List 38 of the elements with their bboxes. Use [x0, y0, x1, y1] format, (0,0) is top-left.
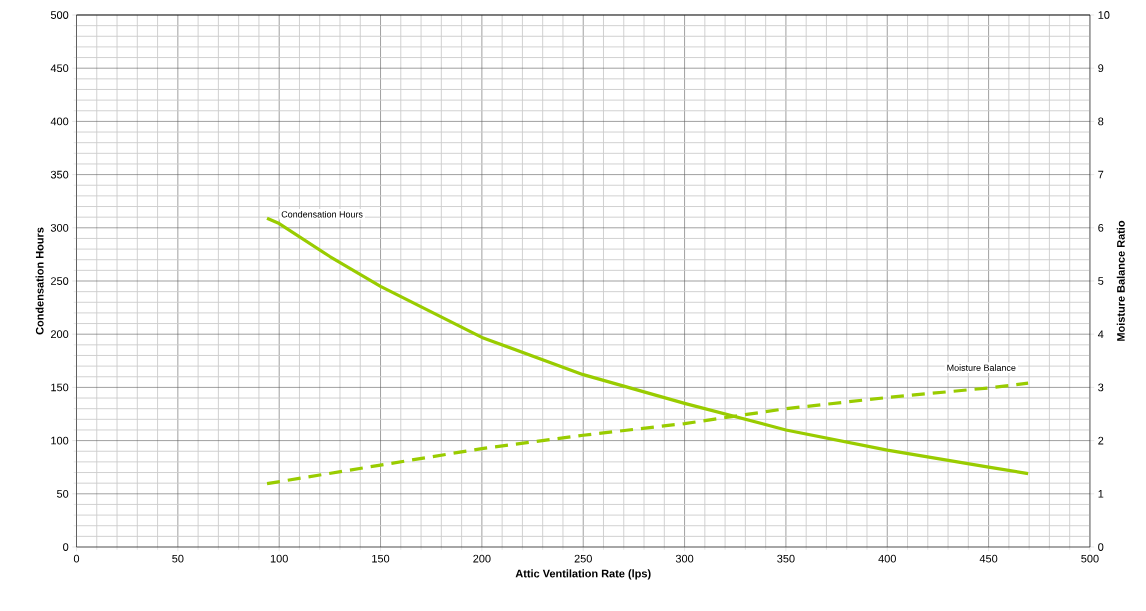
- x-tick-label: 250: [574, 554, 592, 563]
- x-axis-title: Attic Ventilation Rate (lps): [515, 569, 651, 580]
- x-tick-label: 100: [270, 554, 288, 563]
- y2-axis-title: Moisture Balance Ratio: [1116, 220, 1125, 341]
- y-tick-label: 100: [51, 436, 69, 445]
- series-label: Condensation Hours: [281, 210, 363, 218]
- y2-tick-label: 1: [1098, 490, 1104, 498]
- y-tick-label: 0: [63, 543, 69, 551]
- x-tick-label: 50: [172, 554, 184, 563]
- x-tick-label: 300: [675, 554, 694, 563]
- y-tick-label: 50: [56, 489, 69, 498]
- y-tick-label: 200: [50, 330, 69, 339]
- y2-tick-label: 2: [1098, 436, 1104, 445]
- x-tick-label: 150: [372, 554, 390, 563]
- series-label: Moisture Balance: [947, 364, 1016, 371]
- x-tick-label: 350: [777, 554, 795, 563]
- x-tick-label: 450: [979, 554, 998, 563]
- y2-tick-label: 6: [1098, 223, 1104, 232]
- x-tick-label: 200: [473, 554, 491, 563]
- y-tick-label: 450: [50, 64, 69, 73]
- y2-tick-label: 4: [1097, 330, 1104, 338]
- y2-tick-label: 3: [1098, 383, 1104, 392]
- y-axis-title: Condensation Hours: [35, 227, 44, 335]
- y2-tick-label: 10: [1098, 11, 1110, 19]
- y-tick-label: 150: [51, 383, 69, 392]
- y-tick-label: 400: [50, 117, 69, 126]
- x-tick-label: 0: [73, 554, 80, 563]
- y2-tick-label: 0: [1098, 543, 1104, 551]
- y-tick-label: 250: [50, 277, 69, 285]
- y-tick-label: 350: [50, 170, 69, 179]
- y2-tick-label: 5: [1098, 277, 1104, 285]
- y2-tick-label: 9: [1098, 64, 1104, 73]
- y-tick-label: 300: [50, 223, 69, 232]
- y-tick-label: 500: [50, 11, 69, 19]
- y2-tick-label: 7: [1098, 170, 1104, 179]
- y2-tick-label: 8: [1098, 117, 1104, 126]
- x-tick-label: 400: [878, 554, 896, 563]
- x-tick-label: 500: [1081, 554, 1099, 563]
